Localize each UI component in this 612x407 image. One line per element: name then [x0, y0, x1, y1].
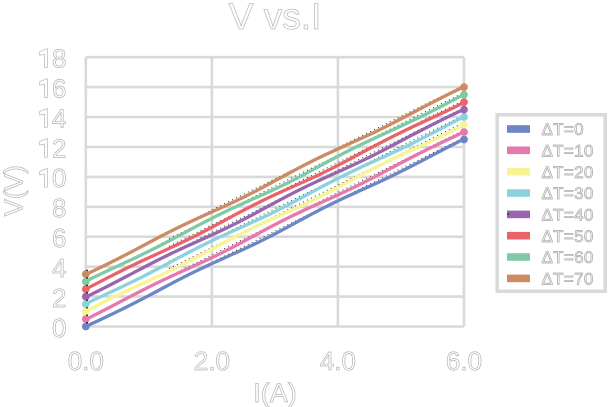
svg-text:ΔT=50: ΔT=50: [542, 227, 594, 246]
svg-text:I(A): I(A): [253, 378, 297, 407]
svg-text:6.0: 6.0: [446, 346, 482, 376]
svg-text:0: 0: [52, 313, 66, 343]
svg-text:ΔT=60: ΔT=60: [542, 248, 594, 267]
svg-text:V(V): V(V): [0, 165, 28, 216]
svg-text:4: 4: [52, 103, 66, 133]
svg-text:4: 4: [52, 253, 66, 283]
svg-text:8: 8: [52, 44, 66, 74]
svg-text:ΔT=70: ΔT=70: [542, 270, 594, 289]
svg-text:6: 6: [52, 73, 66, 103]
svg-text:ΔT=20: ΔT=20: [542, 163, 594, 182]
svg-text:6: 6: [52, 223, 66, 253]
svg-text:2.0: 2.0: [194, 346, 230, 376]
svg-text:ΔT=10: ΔT=10: [542, 142, 594, 161]
svg-text:ΔT=0: ΔT=0: [542, 120, 584, 139]
svg-text:0: 0: [52, 163, 66, 193]
svg-text:2: 2: [52, 133, 66, 163]
svg-text:8: 8: [52, 193, 66, 223]
svg-text:0.0: 0.0: [68, 346, 104, 376]
svg-text:ΔT=40: ΔT=40: [542, 206, 594, 225]
svg-text:V vs.I: V vs.I: [229, 0, 322, 37]
svg-text:4.0: 4.0: [320, 346, 356, 376]
svg-text:ΔT=30: ΔT=30: [542, 184, 594, 203]
svg-text:2: 2: [52, 283, 66, 313]
